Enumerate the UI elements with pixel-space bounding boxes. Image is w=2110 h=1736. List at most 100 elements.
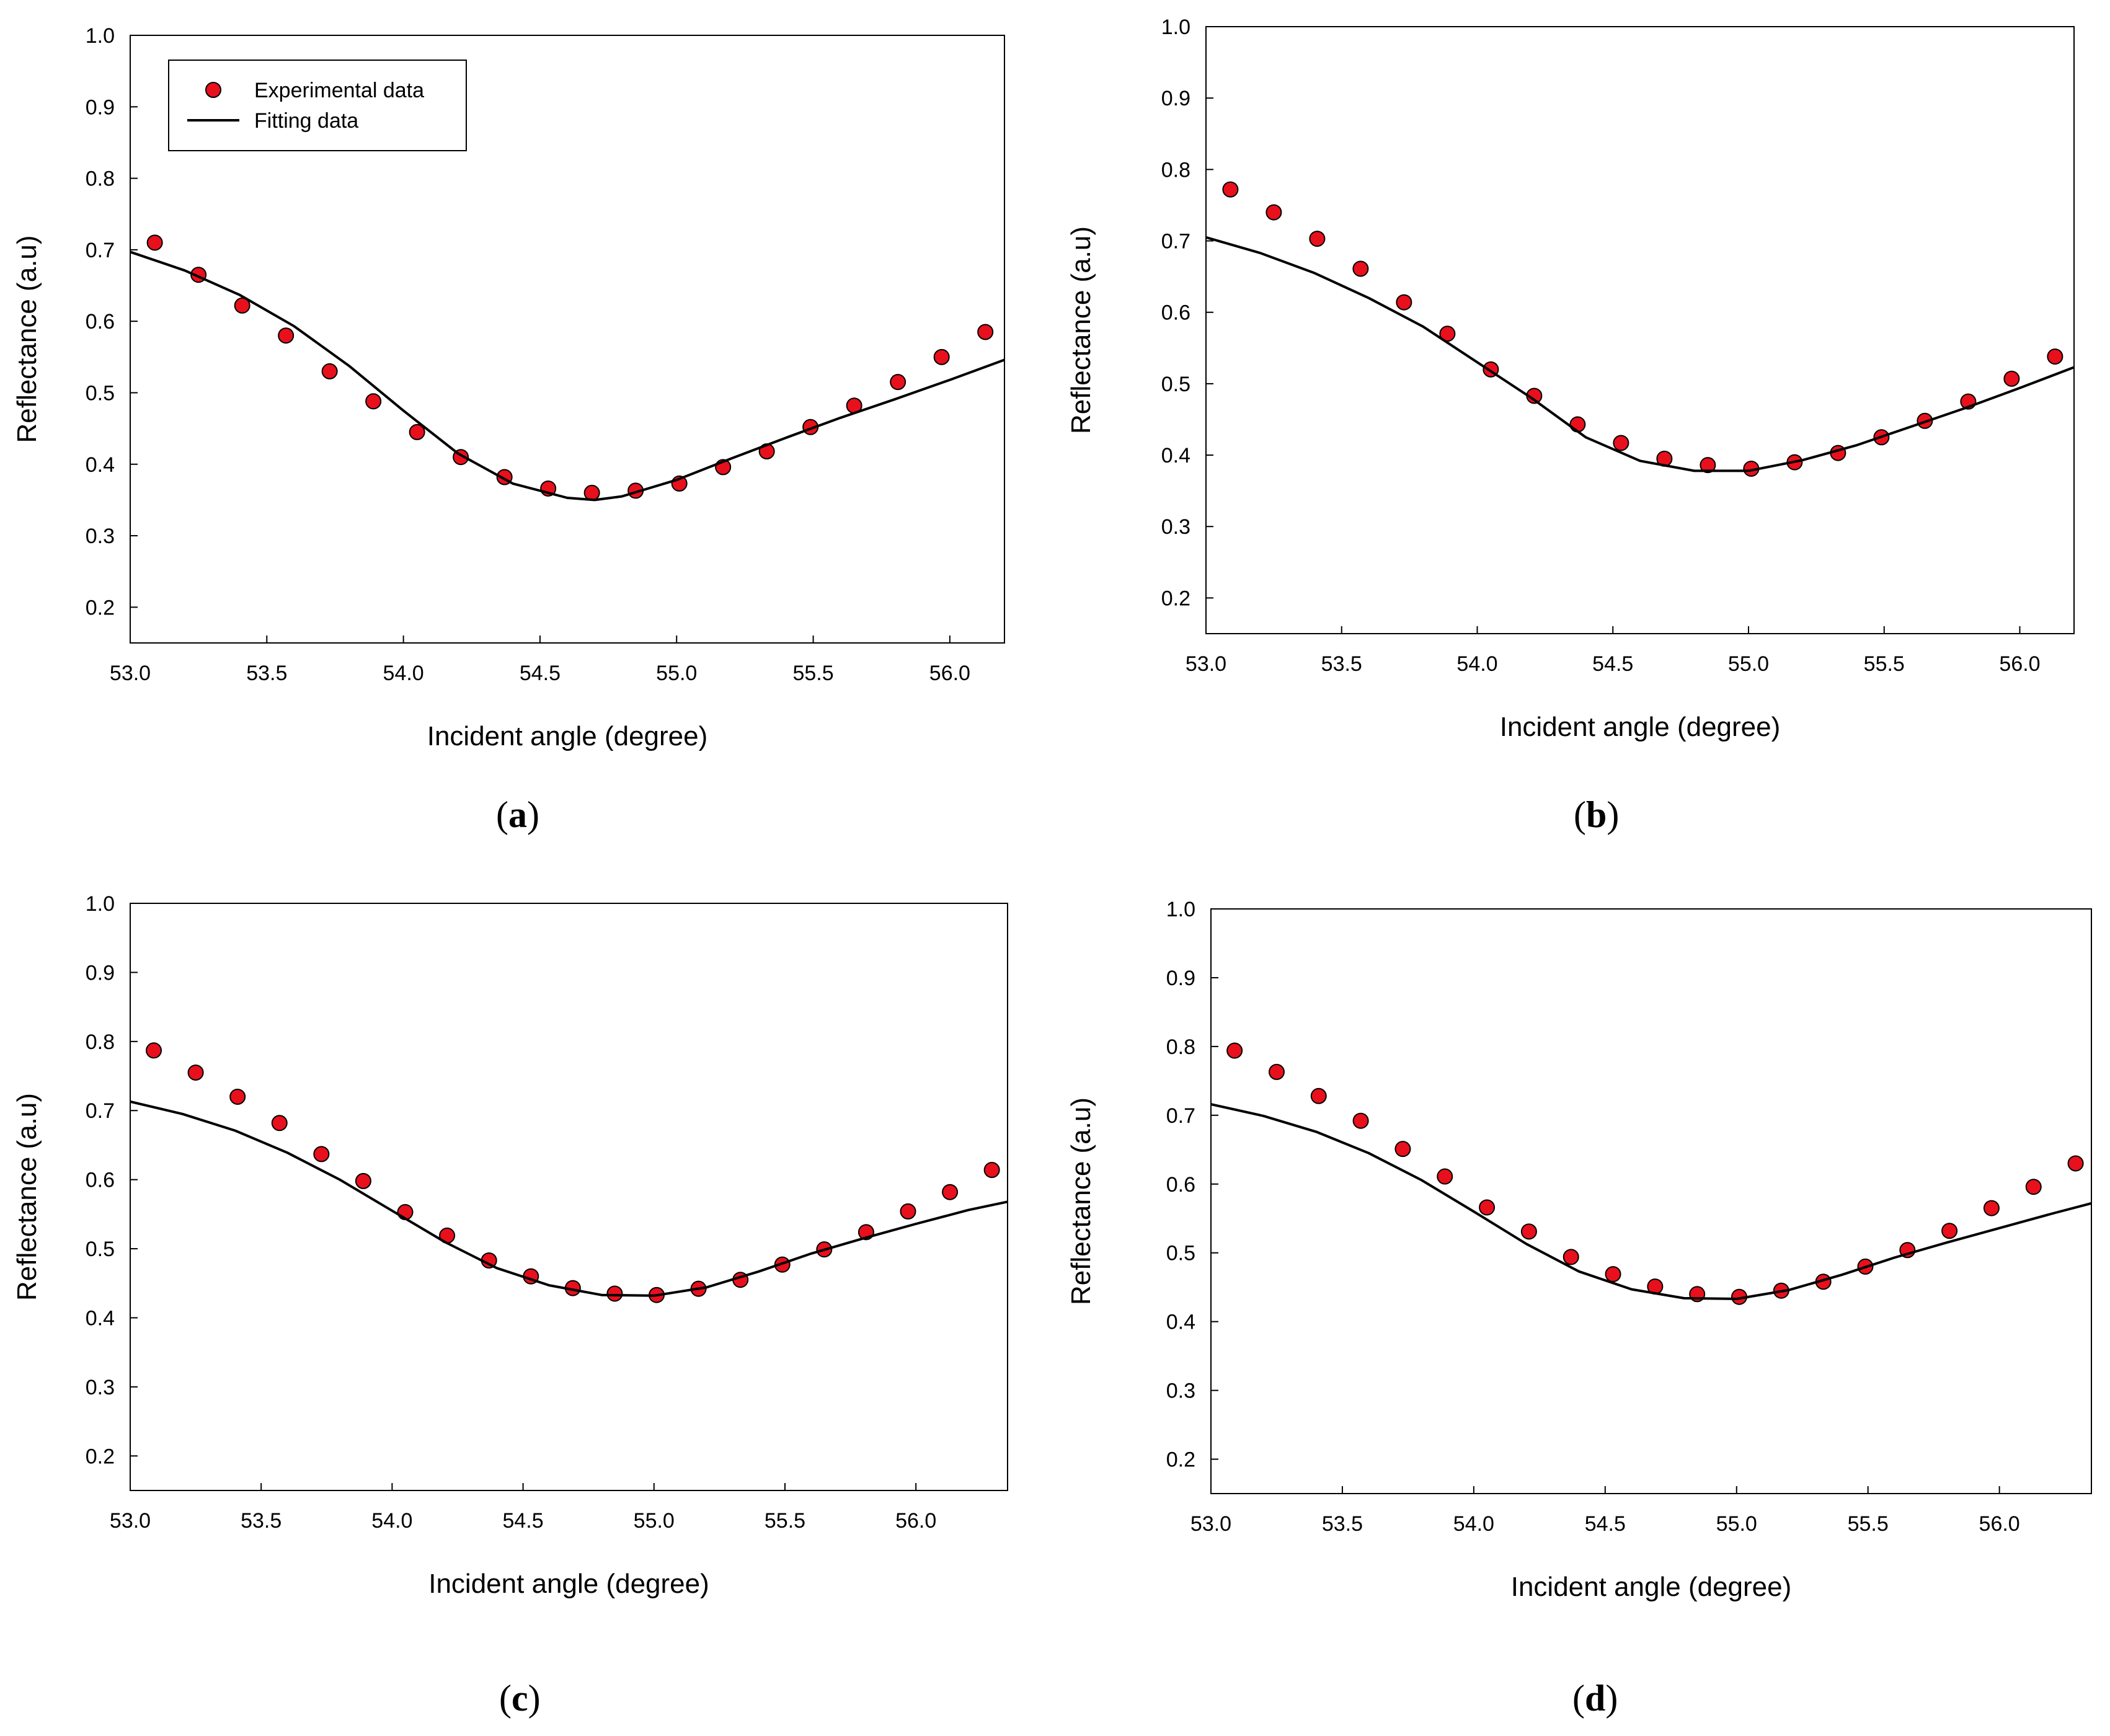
chart-b-xaxis-title: Incident angle (degree)	[1500, 712, 1781, 742]
chart-a-ytick-label-1: 0.3	[86, 525, 115, 548]
chart-b-xtick-label-2: 54.0	[1456, 652, 1497, 676]
chart-c-data-point-18	[900, 1203, 916, 1220]
chart-a-ytick-label-7: 0.9	[86, 95, 115, 119]
chart-d-ytick-label-5: 0.7	[1166, 1104, 1195, 1128]
panel-label-a-letter: a	[508, 794, 527, 835]
chart-d-xtick-label-2: 54.0	[1453, 1512, 1494, 1536]
chart-c-plot-frame	[130, 903, 1008, 1491]
chart-c-ytick-label-4: 0.6	[86, 1169, 115, 1192]
chart-a-yaxis-title: Reflectance (a.u)	[12, 235, 42, 443]
chart-c-xtick-label-6: 56.0	[895, 1509, 936, 1533]
chart-c-fit-line	[130, 1100, 1008, 1297]
chart-a-xtick-label-1: 53.5	[246, 662, 287, 685]
chart-svg-b: 0.2 0.3 0.4 0.5 0.6 0.7 0.8 0.9 1.0 53.0 53.5 54.0 5…	[1066, 16, 2075, 742]
chart-b-data-point-18	[2003, 370, 2020, 387]
chart-a-plot-frame	[130, 35, 1005, 644]
chart-d-data-point-2	[1310, 1087, 1327, 1104]
chart-d-xaxis-title: Incident angle (degree)	[1511, 1572, 1792, 1602]
chart-b-data-point-2	[1309, 231, 1326, 247]
chart-d-ytick-label-1: 0.3	[1166, 1380, 1195, 1403]
chart-panel-a: 0.2 0.3 0.4 0.5 0.6 0.7 0.8 0.9 1.0 53.0 53.5 54.0 5…	[0, 0, 1054, 868]
chart-c-xtick-label-3: 54.5	[502, 1509, 543, 1533]
chart-b-data-point-3	[1352, 260, 1369, 277]
chart-c-data-point-1	[187, 1064, 204, 1081]
chart-b-data-point-4	[1396, 294, 1412, 311]
chart-a-ytick-label-4: 0.6	[86, 310, 115, 334]
chart-c-data-point-20	[983, 1162, 1000, 1179]
chart-d-fit-line	[1210, 1103, 2092, 1300]
chart-a-xtick-label-4: 55.0	[656, 662, 697, 685]
chart-b-plot-frame	[1205, 26, 2075, 634]
chart-d-data-point-0	[1226, 1042, 1243, 1059]
chart-c-ytick-label-0: 0.2	[86, 1445, 115, 1468]
chart-a-xtick-label-2: 54.0	[383, 662, 424, 685]
chart-d-data-point-19	[2025, 1179, 2042, 1195]
chart-a-legend-label-line: Fitting data	[254, 109, 358, 133]
chart-a-xtick-label-0: 53.0	[110, 662, 151, 685]
chart-a-ytick-label-3: 0.5	[86, 381, 115, 405]
chart-d-xtick-label-3: 54.5	[1585, 1512, 1626, 1536]
chart-c-data-point-3	[271, 1115, 288, 1132]
chart-b-data-point-9	[1613, 435, 1629, 451]
chart-a-data-point-19	[977, 324, 994, 340]
chart-d-xtick-label-0: 53.0	[1190, 1512, 1231, 1536]
chart-a-legend-label-points: Experimental data	[254, 79, 424, 102]
chart-b-data-point-0	[1222, 181, 1239, 198]
chart-a-data-point-2	[234, 297, 250, 314]
chart-b-ytick-label-4: 0.6	[1161, 301, 1190, 325]
chart-c-xtick-label-0: 53.0	[110, 1509, 151, 1533]
chart-d-data-point-8	[1563, 1249, 1579, 1265]
chart-c-xtick-label-4: 55.0	[634, 1509, 675, 1533]
chart-b-ytick-label-7: 0.9	[1161, 87, 1190, 110]
chart-b-ytick-label-6: 0.8	[1161, 158, 1190, 182]
chart-a-xaxis-title: Incident angle (degree)	[427, 721, 708, 751]
chart-c-ytick-label-6: 0.8	[86, 1030, 115, 1054]
chart-b-data-point-19	[2047, 348, 2063, 365]
chart-a-fit-line	[130, 250, 1005, 502]
chart-c-data-point-4	[313, 1146, 330, 1162]
chart-d-xtick-label-4: 55.0	[1716, 1512, 1757, 1536]
chart-b-fit-line	[1205, 236, 2075, 472]
chart-c-data-point-5	[355, 1172, 371, 1189]
chart-a-ytick-label-6: 0.8	[86, 167, 115, 191]
chart-d-data-point-7	[1520, 1223, 1537, 1240]
chart-c-ytick-label-1: 0.3	[86, 1376, 115, 1399]
chart-c-xtick-label-2: 54.0	[371, 1509, 412, 1533]
chart-svg-c: 0.2 0.3 0.4 0.5 0.6 0.7 0.8 0.9 1.0 53.0 53.5 54.0 5…	[12, 892, 1008, 1599]
chart-c-yaxis-title: Reflectance (a.u)	[12, 1093, 42, 1301]
chart-panel-d: 0.2 0.3 0.4 0.5 0.6 0.7 0.8 0.9 1.0 53.0 53.5 54.0 5…	[1054, 868, 2108, 1736]
chart-b-data-point-11	[1700, 457, 1716, 474]
chart-c-ytick-label-2: 0.4	[86, 1306, 115, 1330]
chart-c-xtick-label-5: 55.5	[765, 1509, 805, 1533]
chart-d-ytick-label-2: 0.4	[1166, 1311, 1195, 1334]
chart-d-ytick-label-8: 1.0	[1166, 898, 1195, 921]
chart-b-ytick-label-8: 1.0	[1161, 16, 1190, 39]
chart-d-ytick-label-0: 0.2	[1166, 1448, 1195, 1472]
chart-a-data-point-10	[583, 484, 600, 501]
chart-b-ytick-label-5: 0.7	[1161, 230, 1190, 254]
chart-a-ytick-label-0: 0.2	[86, 596, 115, 619]
chart-d-ytick-label-3: 0.5	[1166, 1242, 1195, 1265]
panel-label-d: (d)	[1572, 1678, 1618, 1719]
chart-a-ytick-label-8: 1.0	[86, 24, 115, 48]
panel-label-a: (a)	[496, 794, 539, 835]
chart-d-data-point-17	[1941, 1223, 1958, 1239]
chart-a-legend-box	[168, 60, 467, 151]
chart-c-ytick-label-5: 0.7	[86, 1099, 115, 1123]
chart-d-data-point-4	[1394, 1141, 1411, 1158]
chart-a-ytick-label-2: 0.4	[86, 453, 115, 477]
chart-d-ytick-label-6: 0.8	[1166, 1035, 1195, 1059]
panel-label-b: (b)	[1574, 794, 1620, 835]
chart-b-xtick-label-3: 54.5	[1592, 652, 1633, 676]
chart-d-data-point-9	[1605, 1266, 1621, 1283]
chart-a-ytick-label-5: 0.7	[86, 239, 115, 262]
panel-label-b-letter: b	[1585, 794, 1607, 835]
chart-d-xtick-label-6: 56.0	[1979, 1512, 2020, 1536]
chart-c-data-point-0	[146, 1042, 162, 1059]
chart-c-data-point-2	[229, 1088, 246, 1105]
chart-b-ytick-label-1: 0.3	[1161, 515, 1190, 539]
chart-svg-a: 0.2 0.3 0.4 0.5 0.6 0.7 0.8 0.9 1.0 53.0 53.5 54.0 5…	[12, 24, 1005, 751]
chart-a-data-point-17	[890, 374, 907, 391]
chart-d-plot-frame	[1210, 908, 2092, 1494]
chart-svg-d: 0.2 0.3 0.4 0.5 0.6 0.7 0.8 0.9 1.0 53.0 53.5 54.0 5…	[1066, 898, 2092, 1602]
